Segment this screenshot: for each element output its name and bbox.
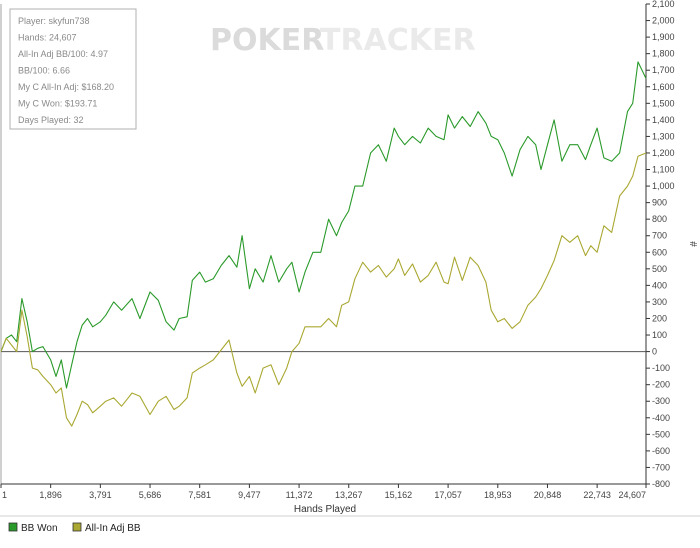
- y-tick-label: 100: [652, 330, 667, 340]
- stats-line: Player: skyfun738: [18, 16, 90, 26]
- y-tick-label: 500: [652, 264, 667, 274]
- stats-lines: Player: skyfun738 Hands: 24,607 All-In Adj…: [18, 16, 114, 125]
- y-tick-label: 1,400: [652, 115, 675, 125]
- x-tick-label: 18,953: [484, 490, 512, 500]
- y-tick-label: 600: [652, 247, 667, 257]
- x-tick-label: 17,057: [434, 490, 462, 500]
- y-tick-label: 700: [652, 231, 667, 241]
- y-tick-label: 2,100: [652, 0, 675, 9]
- y-tick-label: -300: [652, 396, 670, 406]
- y-tick-label: -500: [652, 429, 670, 439]
- x-tick-label: 20,848: [534, 490, 562, 500]
- y-tick-label: 1,700: [652, 65, 675, 75]
- y-tick-label: -600: [652, 446, 670, 456]
- watermark-brand-left: POKER: [210, 23, 324, 58]
- series-line-all-in-adj-bb: [0, 152, 647, 427]
- watermark-logo: POKER TRACKER: [210, 23, 476, 58]
- stats-box: Player: skyfun738 Hands: 24,607 All-In Adj…: [9, 8, 137, 130]
- y-tick-label: 1,500: [652, 98, 675, 108]
- y-tick-label: 2,000: [652, 16, 675, 26]
- y-axis-title: #: [687, 241, 698, 247]
- legend-label: All-In Adj BB: [85, 523, 141, 534]
- x-tick-label: 9,477: [238, 490, 261, 500]
- x-tick-label: 24,607: [618, 490, 646, 500]
- y-tick-label: -700: [652, 462, 670, 472]
- legend-swatch: [72, 522, 82, 532]
- stats-line: BB/100: 6.66: [18, 66, 70, 76]
- y-tick-label: -200: [652, 380, 670, 390]
- x-tick-label: 3,791: [89, 490, 112, 500]
- stats-line: My C All-In Adj: $168.20: [18, 82, 114, 92]
- y-tick-label: 1,100: [652, 165, 675, 175]
- stats-line: Hands: 24,607: [18, 33, 77, 43]
- legend-label: BB Won: [21, 523, 58, 534]
- legend: BB Won All-In Adj BB: [8, 522, 141, 534]
- y-tick-label: -400: [652, 413, 670, 423]
- y-tick-label: -800: [652, 479, 670, 489]
- stats-line: Days Played: 32: [18, 115, 84, 125]
- x-tick-label: 7,581: [188, 490, 211, 500]
- x-tick-label: 15,162: [385, 490, 413, 500]
- watermark-brand-right: TRACKER: [320, 23, 476, 58]
- y-tick-label: 1,800: [652, 49, 675, 59]
- y-tick-label: 900: [652, 198, 667, 208]
- y-tick-label: 1,600: [652, 82, 675, 92]
- x-axis-ticks: 1 1,896 3,791 5,686 7,581 9,477 11,372 13,267 15…: [0, 484, 647, 500]
- x-tick-label: 11,372: [286, 490, 313, 500]
- y-tick-label: -100: [652, 363, 670, 373]
- y-tick-label: 1,000: [652, 181, 675, 191]
- series-line-bb-won: [0, 61, 647, 389]
- x-tick-label: 13,267: [335, 490, 363, 500]
- x-tick-label: 5,686: [139, 490, 162, 500]
- x-tick-label: 1,896: [39, 490, 62, 500]
- legend-swatch: [8, 522, 18, 532]
- x-tick-label: 1: [2, 490, 7, 500]
- series-layer: [0, 61, 647, 427]
- y-tick-label: 400: [652, 280, 667, 290]
- y-tick-label: 1,900: [652, 32, 675, 42]
- stats-line: My C Won: $193.71: [18, 99, 97, 109]
- y-axis-ticks: -800 -700 -600 -500 -400 -300 -200 -100 0 100 200 3…: [646, 0, 675, 489]
- y-tick-label: 800: [652, 214, 667, 224]
- x-axis-title: Hands Played: [294, 504, 356, 515]
- y-tick-label: 1,200: [652, 148, 675, 158]
- stats-box-frame: [9, 8, 137, 130]
- y-tick-label: 300: [652, 297, 667, 307]
- y-tick-label: 200: [652, 313, 667, 323]
- y-tick-label: 1,300: [652, 131, 675, 141]
- x-tick-label: 22,743: [583, 490, 611, 500]
- y-tick-label: 0: [652, 347, 657, 357]
- stats-line: All-In Adj BB/100: 4.97: [18, 49, 108, 59]
